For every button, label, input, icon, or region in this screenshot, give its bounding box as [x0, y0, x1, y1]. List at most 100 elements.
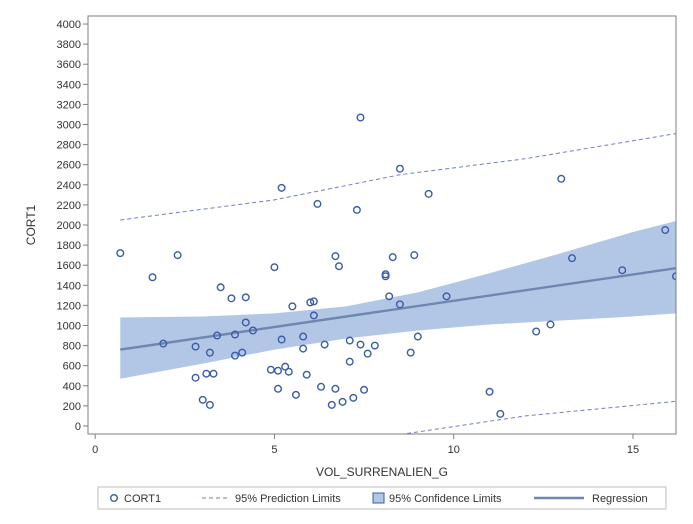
x-tick-label-15: 15 [627, 444, 639, 456]
data-point-12 [213, 331, 222, 340]
data-point-11 [209, 369, 218, 378]
y-tick-label-4000: 4000 [57, 19, 81, 31]
x-tick-label-10: 10 [448, 444, 460, 456]
data-point-43 [334, 262, 343, 271]
data-point-61 [410, 251, 419, 260]
y-tick-label-1000: 1000 [57, 320, 81, 332]
data-point-34 [306, 298, 315, 307]
data-point-40 [327, 400, 336, 409]
data-point-39 [320, 340, 329, 349]
x-axis-title: VOL_SURRENALIEN_G [316, 465, 448, 479]
data-point-20 [248, 326, 257, 335]
data-point-23 [274, 366, 283, 375]
y-tick-label-3800: 3800 [57, 39, 81, 51]
legend-label-confidence: 95% Confidence Limits [389, 493, 502, 505]
data-point-17 [238, 348, 247, 357]
y-tick-label-1200: 1200 [57, 300, 81, 312]
data-point-47 [349, 393, 358, 402]
prediction-upper-line [120, 133, 676, 221]
y-tick-label-2000: 2000 [57, 220, 81, 232]
y-tick-label-400: 400 [63, 381, 81, 393]
data-point-60 [406, 348, 415, 357]
data-point-7 [198, 395, 207, 404]
data-point-69 [557, 174, 566, 183]
y-tick-label-2800: 2800 [57, 140, 81, 152]
data-point-26 [277, 335, 286, 344]
legend-swatch-confidence [372, 492, 385, 504]
y-tick-label-3000: 3000 [57, 120, 81, 132]
y-tick-label-1400: 1400 [57, 280, 81, 292]
data-point-25 [277, 183, 286, 192]
y-tick-label-800: 800 [63, 341, 81, 353]
y-tick-label-2200: 2200 [57, 200, 81, 212]
data-point-45 [345, 357, 354, 366]
data-point-8 [202, 369, 211, 378]
data-point-36 [309, 311, 318, 320]
data-point-21 [266, 365, 275, 374]
data-point-31 [299, 332, 308, 341]
data-point-66 [496, 409, 505, 418]
y-tick-label-3200: 3200 [57, 99, 81, 111]
data-point-32 [299, 344, 308, 353]
data-point-41 [331, 384, 340, 393]
y-tick-label-0: 0 [75, 421, 81, 433]
data-point-44 [338, 397, 347, 406]
data-point-10 [205, 400, 214, 409]
legend: CORT1 95% Prediction Limits 95% Confidence… [97, 486, 667, 510]
prediction-lower-line [407, 400, 676, 434]
y-tick-label-600: 600 [63, 361, 81, 373]
data-point-30 [291, 390, 300, 399]
data-point-16 [230, 351, 239, 360]
data-point-48 [352, 205, 361, 214]
legend-label-cort1: CORT1 [124, 493, 161, 505]
data-point-2 [148, 273, 157, 282]
x-tick-label-5: 5 [271, 444, 277, 456]
data-point-70 [568, 254, 577, 263]
data-point-19 [241, 318, 250, 327]
data-point-64 [442, 292, 451, 301]
legend-marker-cort1 [109, 494, 118, 503]
data-point-57 [388, 253, 397, 262]
data-point-71 [618, 266, 627, 275]
data-point-50 [356, 340, 365, 349]
data-point-22 [270, 263, 279, 272]
data-point-63 [424, 189, 433, 198]
y-axis-title: CORT1 [24, 204, 38, 245]
x-tick-label-0: 0 [92, 444, 98, 456]
legend-label-prediction: 95% Prediction Limits [235, 493, 341, 505]
data-point-59 [395, 300, 404, 309]
data-point-18 [241, 293, 250, 302]
data-point-37 [313, 199, 322, 208]
data-point-73 [672, 272, 676, 281]
data-point-68 [546, 320, 555, 329]
y-tick-label-3400: 3400 [57, 79, 81, 91]
data-point-55 [381, 270, 390, 279]
data-point-29 [288, 302, 297, 311]
data-point-62 [413, 332, 422, 341]
plot-area [116, 113, 676, 434]
data-point-13 [216, 283, 225, 292]
data-point-28 [284, 367, 293, 376]
y-tick-label-200: 200 [63, 401, 81, 413]
y-tick-label-3600: 3600 [57, 59, 81, 71]
data-point-9 [205, 348, 214, 357]
data-point-46 [345, 336, 354, 345]
confidence-band [120, 220, 676, 379]
legend-label-regression: Regression [592, 493, 648, 505]
plot-frame [87, 15, 677, 435]
data-point-53 [370, 341, 379, 350]
data-point-4 [173, 251, 182, 260]
data-point-72 [661, 226, 670, 235]
data-point-56 [385, 292, 394, 301]
data-point-65 [485, 387, 494, 396]
data-point-51 [360, 385, 369, 394]
data-point-24 [274, 384, 283, 393]
data-point-35 [309, 297, 318, 306]
y-tick-label-1600: 1600 [57, 260, 81, 272]
data-point-6 [191, 373, 200, 382]
data-point-1 [116, 249, 125, 258]
regression-line [120, 267, 676, 351]
data-point-15 [230, 330, 239, 339]
